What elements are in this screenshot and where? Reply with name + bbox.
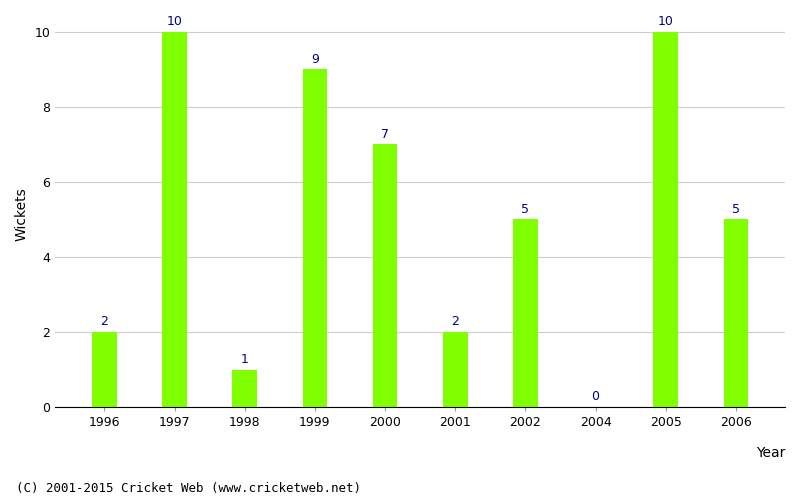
Bar [654,32,678,407]
Bar [233,370,257,407]
Text: 5: 5 [522,202,530,215]
Text: Year: Year [756,446,785,460]
Text: 0: 0 [591,390,599,404]
Text: 10: 10 [166,15,182,28]
Bar [724,220,748,407]
Text: 2: 2 [101,316,108,328]
Bar [513,220,538,407]
Text: 5: 5 [732,202,740,215]
Text: 9: 9 [311,52,319,66]
Text: 2: 2 [451,316,459,328]
Bar [302,70,327,407]
Bar [92,332,117,407]
Text: 7: 7 [381,128,389,140]
Text: (C) 2001-2015 Cricket Web (www.cricketweb.net): (C) 2001-2015 Cricket Web (www.cricketwe… [16,482,361,495]
Bar [373,144,398,407]
Text: 10: 10 [658,15,674,28]
Text: 1: 1 [241,353,249,366]
Bar [162,32,187,407]
Bar [443,332,467,407]
Y-axis label: Wickets: Wickets [15,187,29,240]
